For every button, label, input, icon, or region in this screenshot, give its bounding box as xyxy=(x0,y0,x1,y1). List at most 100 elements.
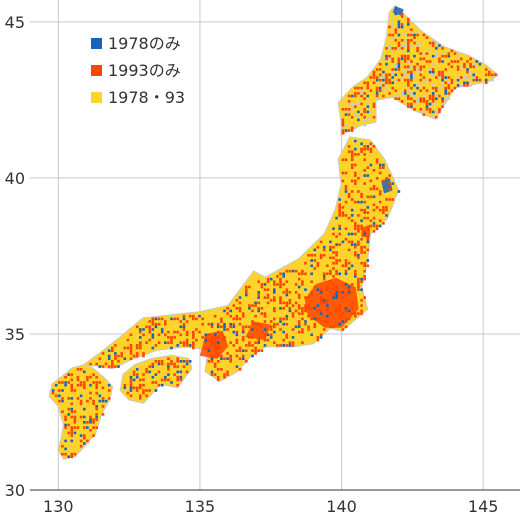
speckle-1150 xyxy=(400,39,404,42)
speckle-447 xyxy=(241,357,245,360)
speckle-363 xyxy=(210,325,214,329)
speckle-1279 xyxy=(431,115,435,119)
speckle-773 xyxy=(341,211,345,214)
speckle-254 xyxy=(160,362,164,366)
speckle-33 xyxy=(70,455,74,459)
speckle-181 xyxy=(135,389,139,392)
speckle-914 xyxy=(360,299,363,302)
speckle-657 xyxy=(313,325,317,329)
speckle-231 xyxy=(151,333,155,337)
speckle-387 xyxy=(216,330,220,334)
speckle-1368 xyxy=(463,84,466,87)
speckle-1131 xyxy=(397,65,401,69)
speckle-979 xyxy=(366,174,370,177)
speckle-493 xyxy=(257,309,260,313)
speckle-879 xyxy=(354,139,357,143)
speckle-348 xyxy=(207,360,211,363)
speckle-268 xyxy=(167,365,170,368)
speckle-636 xyxy=(304,296,307,299)
speckle-121 xyxy=(98,394,102,398)
speckle-633 xyxy=(304,309,307,313)
speckle-876 xyxy=(354,163,357,167)
speckle-230 xyxy=(151,336,155,339)
speckle-913 xyxy=(360,304,363,307)
speckle-624 xyxy=(301,312,304,315)
speckle-417 xyxy=(229,322,232,326)
speckle-1260 xyxy=(425,102,429,106)
legend-label-both: 1978・93 xyxy=(108,88,185,107)
speckle-1314 xyxy=(438,60,441,63)
speckle-1108 xyxy=(391,36,394,39)
speckle-130 xyxy=(101,365,105,368)
speckle-515 xyxy=(263,288,267,291)
speckle-904 xyxy=(357,153,360,156)
speckle-589 xyxy=(288,307,292,310)
speckle-852 xyxy=(350,129,354,132)
speckle-892 xyxy=(357,277,360,281)
speckle-214 xyxy=(145,368,148,371)
speckle-888 xyxy=(357,288,360,291)
speckle-737 xyxy=(335,285,338,289)
speckle-1000 xyxy=(369,110,373,114)
speckle-963 xyxy=(363,110,366,114)
speckle-1207 xyxy=(410,31,413,34)
speckle-565 xyxy=(282,322,285,326)
speckle-710 xyxy=(329,291,332,294)
speckle-1372 xyxy=(463,62,466,66)
speckle-2 xyxy=(54,394,58,398)
speckle-383 xyxy=(216,346,220,350)
speckle-374 xyxy=(213,336,217,339)
speckle-90 xyxy=(86,375,89,379)
speckle-434 xyxy=(235,314,239,318)
speckle-1144 xyxy=(400,76,404,79)
speckle-35 xyxy=(70,439,74,443)
speckle-323 xyxy=(185,320,189,323)
speckle-1106 xyxy=(391,57,394,61)
speckle-623 xyxy=(301,317,304,321)
speckle-339 xyxy=(198,314,201,318)
speckle-87 xyxy=(86,421,89,424)
speckle-1 xyxy=(51,389,55,392)
speckle-1082 xyxy=(385,47,388,50)
speckle-808 xyxy=(344,113,348,116)
legend-swatch-both xyxy=(91,92,102,103)
speckle-1399 xyxy=(484,68,488,71)
speckle-46 xyxy=(70,386,74,390)
speckle-1122 xyxy=(394,31,398,34)
speckle-414 xyxy=(229,354,232,358)
speckle-909 xyxy=(357,92,360,95)
speckle-1026 xyxy=(375,161,379,164)
speckle-983 xyxy=(366,118,370,122)
speckle-341 xyxy=(201,322,204,326)
speckle-1300 xyxy=(435,89,438,92)
speckle-430 xyxy=(235,338,239,342)
speckle-115 xyxy=(95,386,98,390)
speckle-436 xyxy=(235,299,239,302)
speckle-1293 xyxy=(431,44,435,47)
speckle-365 xyxy=(213,373,217,376)
speckle-944 xyxy=(363,261,366,265)
speckle-1236 xyxy=(419,97,423,100)
speckle-593 xyxy=(288,269,292,273)
speckle-1072 xyxy=(385,86,388,90)
speckle-684 xyxy=(319,256,323,260)
speckle-154 xyxy=(120,354,123,358)
speckle-293 xyxy=(176,360,179,363)
speckle-865 xyxy=(354,245,357,249)
speckle-658 xyxy=(313,322,317,326)
speckle-604 xyxy=(294,301,298,305)
speckle-196 xyxy=(139,346,142,350)
speckle-440 xyxy=(238,346,242,350)
speckle-528 xyxy=(269,325,273,329)
speckle-342 xyxy=(201,317,204,321)
speckle-881 xyxy=(354,113,357,116)
speckle-1344 xyxy=(447,76,451,79)
speckle-673 xyxy=(316,261,320,265)
speckle-541 xyxy=(273,291,276,294)
speckle-725 xyxy=(332,261,335,265)
speckle-51 xyxy=(73,431,77,435)
speckle-38 xyxy=(70,429,74,432)
speckle-1287 xyxy=(431,84,435,87)
speckle-1147 xyxy=(400,54,404,58)
